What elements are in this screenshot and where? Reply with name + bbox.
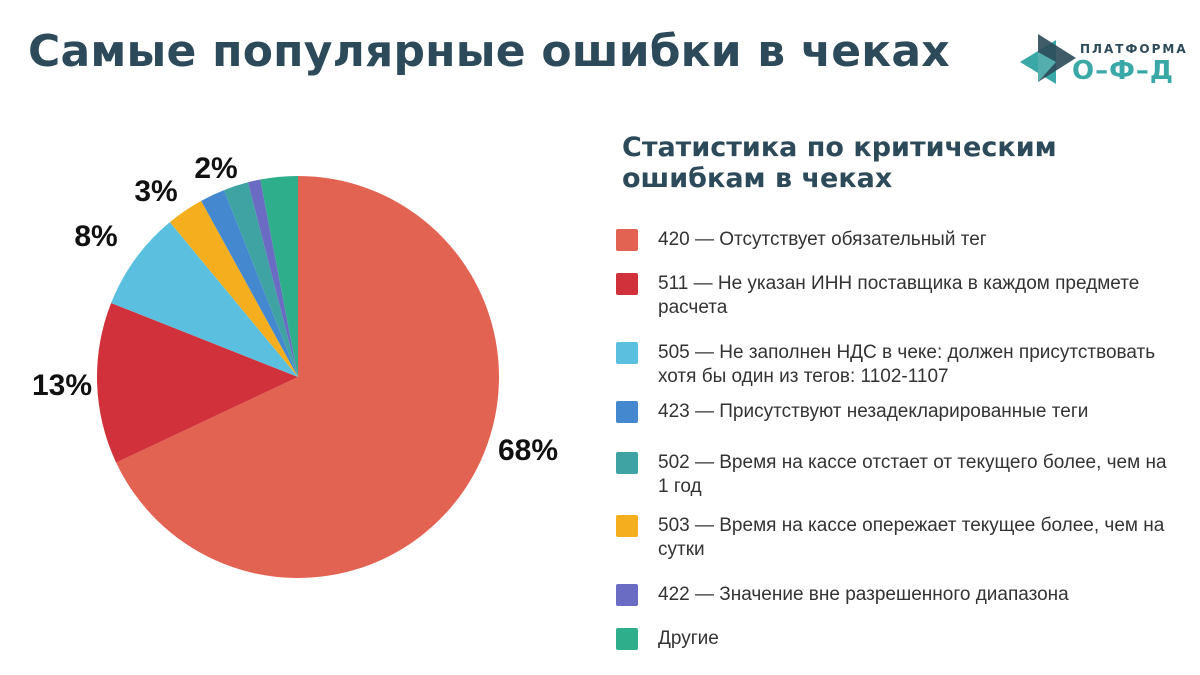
legend-swatch: [616, 342, 638, 364]
pie-slice-511: [96, 303, 298, 463]
legend-swatch: [616, 229, 638, 251]
pie-slice-505: [111, 222, 298, 377]
pie-chart: 68% 13% 8% 3% 2%: [32, 152, 558, 578]
pie-slice-422: [248, 179, 298, 377]
data-label-503: 3%: [134, 175, 177, 208]
legend-label: 420 — Отсутствует обязательный тег: [658, 229, 987, 250]
data-label-511: 13%: [32, 369, 92, 402]
logo-top-text: ПЛАТФОРМА: [1080, 42, 1188, 56]
pie-slice-420: [116, 176, 500, 578]
pie-slice-503: [169, 200, 298, 377]
data-label-420: 68%: [498, 434, 558, 467]
pie-slice-other: [260, 176, 298, 377]
data-label-423: 2%: [194, 152, 237, 185]
legend-label: 422 — Значение вне разрешенного диапазон…: [658, 584, 1069, 605]
legend-swatch: [616, 452, 638, 474]
legend-swatch: [616, 515, 638, 537]
legend-label: 502 — Время на кассе отстает от текущего…: [658, 452, 1167, 497]
legend-label: 503 — Время на кассе опережает текущее б…: [658, 515, 1165, 560]
logo-bottom-text: О–Ф–Д: [1072, 56, 1175, 86]
legend-label: Другие: [658, 628, 719, 649]
page-title: Самые популярные ошибки в чеках: [28, 26, 950, 77]
platform-ofd-logo: ПЛАТФОРМА О–Ф–Д: [1016, 32, 1186, 92]
data-label-505: 8%: [74, 220, 117, 253]
legend-title: Статистика по критическим ошибкам в чека…: [622, 132, 1057, 194]
pie-slice-423: [201, 190, 298, 377]
legend-swatch: [616, 273, 638, 295]
legend-label: 511 — Не указан ИНН поставщика в каждом …: [658, 273, 1140, 318]
legend-swatch: [616, 401, 638, 423]
legend-label: 423 — Присутствуют незадекларированные т…: [658, 401, 1089, 422]
legend-swatch: [616, 584, 638, 606]
legend-swatch: [616, 628, 638, 650]
legend-label: 505 — Не заполнен НДС в чеке: должен при…: [658, 342, 1156, 387]
pie-slice-502: [224, 182, 298, 377]
logo-triangle-icon: [1020, 34, 1076, 84]
